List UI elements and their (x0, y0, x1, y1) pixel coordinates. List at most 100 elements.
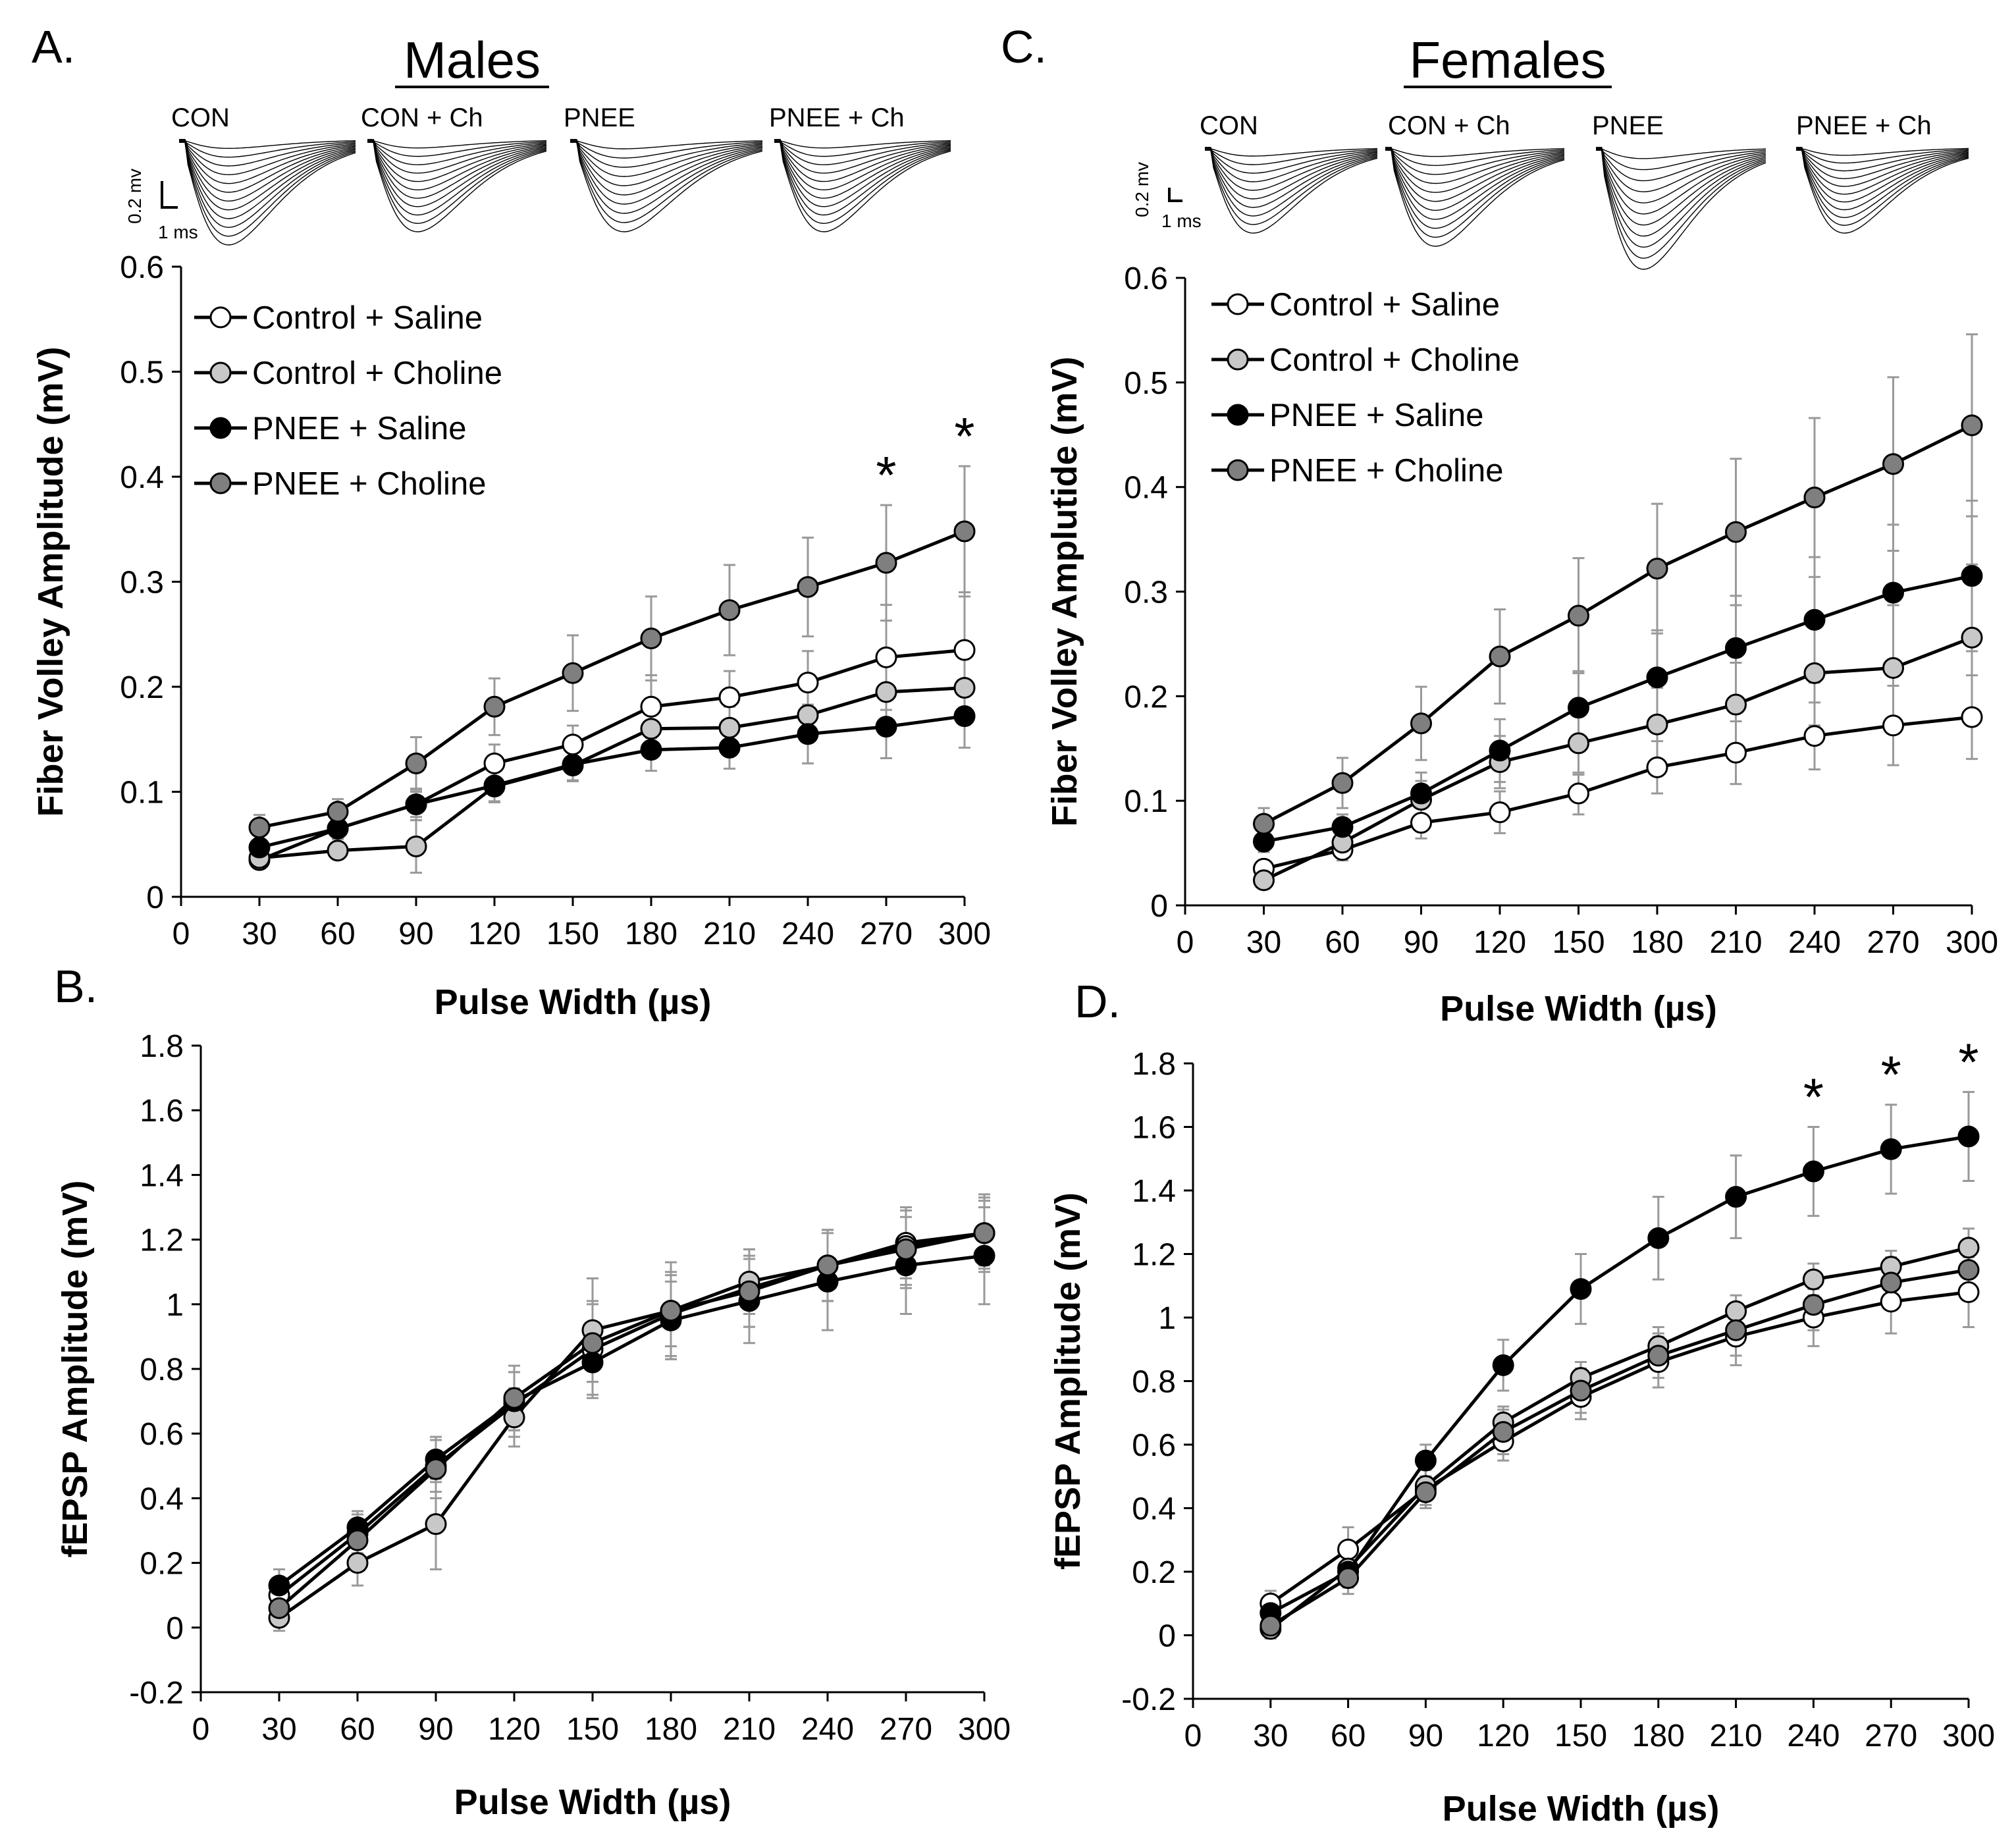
y-axis-title: fEPSP Amplitude (mV) (55, 1180, 95, 1557)
trace-line (570, 139, 763, 223)
y-tick-label: 0.6 (1132, 1428, 1176, 1463)
x-tick-label: 180 (1631, 925, 1684, 960)
x-tick-label: 240 (801, 1712, 854, 1747)
y-tick-label: 0.3 (120, 566, 164, 601)
trace-line (367, 140, 547, 199)
y-tick-label: 0.8 (1132, 1365, 1176, 1400)
trace-line (367, 140, 547, 149)
trace-line (774, 142, 951, 232)
trace-line (1596, 149, 1766, 203)
data-point-pnee-saline (1880, 1138, 1902, 1160)
male-scale-voltage: 0.2 mv (124, 169, 145, 224)
data-point-control-choline (1646, 713, 1668, 735)
data-point-pnee-saline (1489, 739, 1511, 762)
trace-line (570, 140, 763, 205)
y-axis-title: Fiber Volley Amplutide (mV) (1045, 356, 1084, 826)
x-tick-label: 150 (546, 917, 599, 951)
data-point-pnee-choline (953, 520, 976, 543)
trace-line (570, 140, 763, 232)
trace-line (1385, 148, 1565, 184)
trace-line (1385, 149, 1565, 167)
trace-line (1796, 149, 1969, 211)
trace-line (1205, 149, 1378, 191)
y-tick-label: 0.5 (120, 356, 164, 390)
errorbars-control-saline (1264, 1256, 1975, 1618)
series-line-control-saline (1263, 715, 1973, 870)
errorbars-pnee-choline (273, 1200, 990, 1626)
trace-line (1796, 147, 1969, 219)
trace-line (1385, 147, 1565, 175)
errorbars-control-choline (253, 650, 970, 874)
data-point-pnee-saline (973, 1244, 995, 1267)
data-point-pnee-saline (1414, 1449, 1437, 1472)
y-axis-title: Fiber Volley Amplitude (mV) (31, 346, 70, 816)
x-tick-label: 90 (1404, 925, 1439, 960)
panel-label: A. (32, 21, 75, 72)
data-point-control-choline (1568, 732, 1589, 755)
data-point-pnee-choline (405, 752, 427, 774)
female-trace-label-pnee-ch: PNEE + Ch (1796, 111, 1932, 140)
x-tick-label: 60 (340, 1712, 375, 1747)
x-tick-label: 150 (566, 1712, 619, 1747)
y-tick-label: 0.1 (120, 776, 164, 811)
data-point-control-choline (1961, 626, 1983, 649)
trace-line (1596, 148, 1766, 259)
trace-line (1385, 148, 1565, 211)
data-point-pnee-saline (1725, 1186, 1747, 1208)
data-point-pnee-saline (268, 1574, 290, 1597)
data-point-pnee-saline (1253, 830, 1275, 853)
x-tick-label: 90 (418, 1712, 453, 1747)
trace-group-5 (1205, 147, 1378, 234)
series-line-pnee-choline (1263, 423, 1973, 826)
data-point-control-choline (1725, 693, 1747, 716)
data-point-pnee-choline (640, 628, 662, 650)
y-tick-label: 1.2 (1132, 1238, 1176, 1273)
trace-line (179, 142, 356, 237)
y-tick-label: 0.5 (1124, 366, 1168, 401)
errorbars-pnee-choline (1264, 1243, 1975, 1640)
trace-line (774, 139, 951, 165)
x-axis-title: Pulse Width (µs) (1440, 989, 1717, 1028)
trace-line (570, 140, 763, 177)
males-title: Males (404, 31, 541, 89)
legend-label: Control + Choline (252, 356, 502, 391)
y-tick-label: 0.4 (120, 460, 164, 495)
series-line-pnee-choline (278, 1231, 985, 1610)
y-tick-label: 0.6 (120, 250, 164, 285)
panel-label: C. (1001, 21, 1047, 72)
series-line-control-saline (1269, 1290, 1969, 1605)
series-line-control-choline (278, 1231, 985, 1620)
data-point-pnee-saline (1725, 637, 1747, 659)
trace-line (1596, 147, 1766, 248)
data-point-control-saline (483, 752, 506, 774)
trace-line (1205, 148, 1378, 182)
male-scale-time: 1 ms (158, 222, 198, 242)
data-point-pnee-choline (1570, 1379, 1592, 1402)
trace-line (1796, 149, 1969, 187)
y-tick-label: 0 (166, 1611, 184, 1646)
legend-marker (1227, 348, 1249, 371)
trace-group-3 (570, 139, 763, 232)
legend-marker (209, 472, 232, 494)
trace-line (1596, 148, 1766, 193)
panel-d-chart: D.-0.200.20.40.60.811.21.41.61.80 30 60 90 1… (1048, 976, 1995, 1829)
data-point-pnee-choline (1882, 453, 1904, 475)
data-point-pnee-saline (1570, 1278, 1592, 1300)
trace-line (1596, 149, 1766, 171)
trace-line (774, 142, 951, 182)
data-point-control-saline (1337, 1538, 1360, 1561)
y-tick-label: 1.6 (140, 1094, 184, 1129)
data-point-pnee-choline (1957, 1259, 1980, 1281)
y-tick-label: 1.4 (140, 1158, 184, 1193)
trace-line (179, 139, 356, 246)
data-point-control-choline (1253, 869, 1275, 892)
data-point-pnee-choline (1646, 558, 1668, 580)
y-tick-label: 1 (1158, 1301, 1176, 1336)
x-tick-label: 0 (172, 917, 190, 951)
legend-label: PNEE + Choline (252, 466, 486, 502)
trace-line (367, 140, 547, 174)
trace-line (1205, 149, 1378, 165)
x-tick-label: 30 (242, 917, 277, 951)
data-point-control-choline (1803, 662, 1826, 684)
errorbars-control-choline (1258, 563, 1978, 890)
